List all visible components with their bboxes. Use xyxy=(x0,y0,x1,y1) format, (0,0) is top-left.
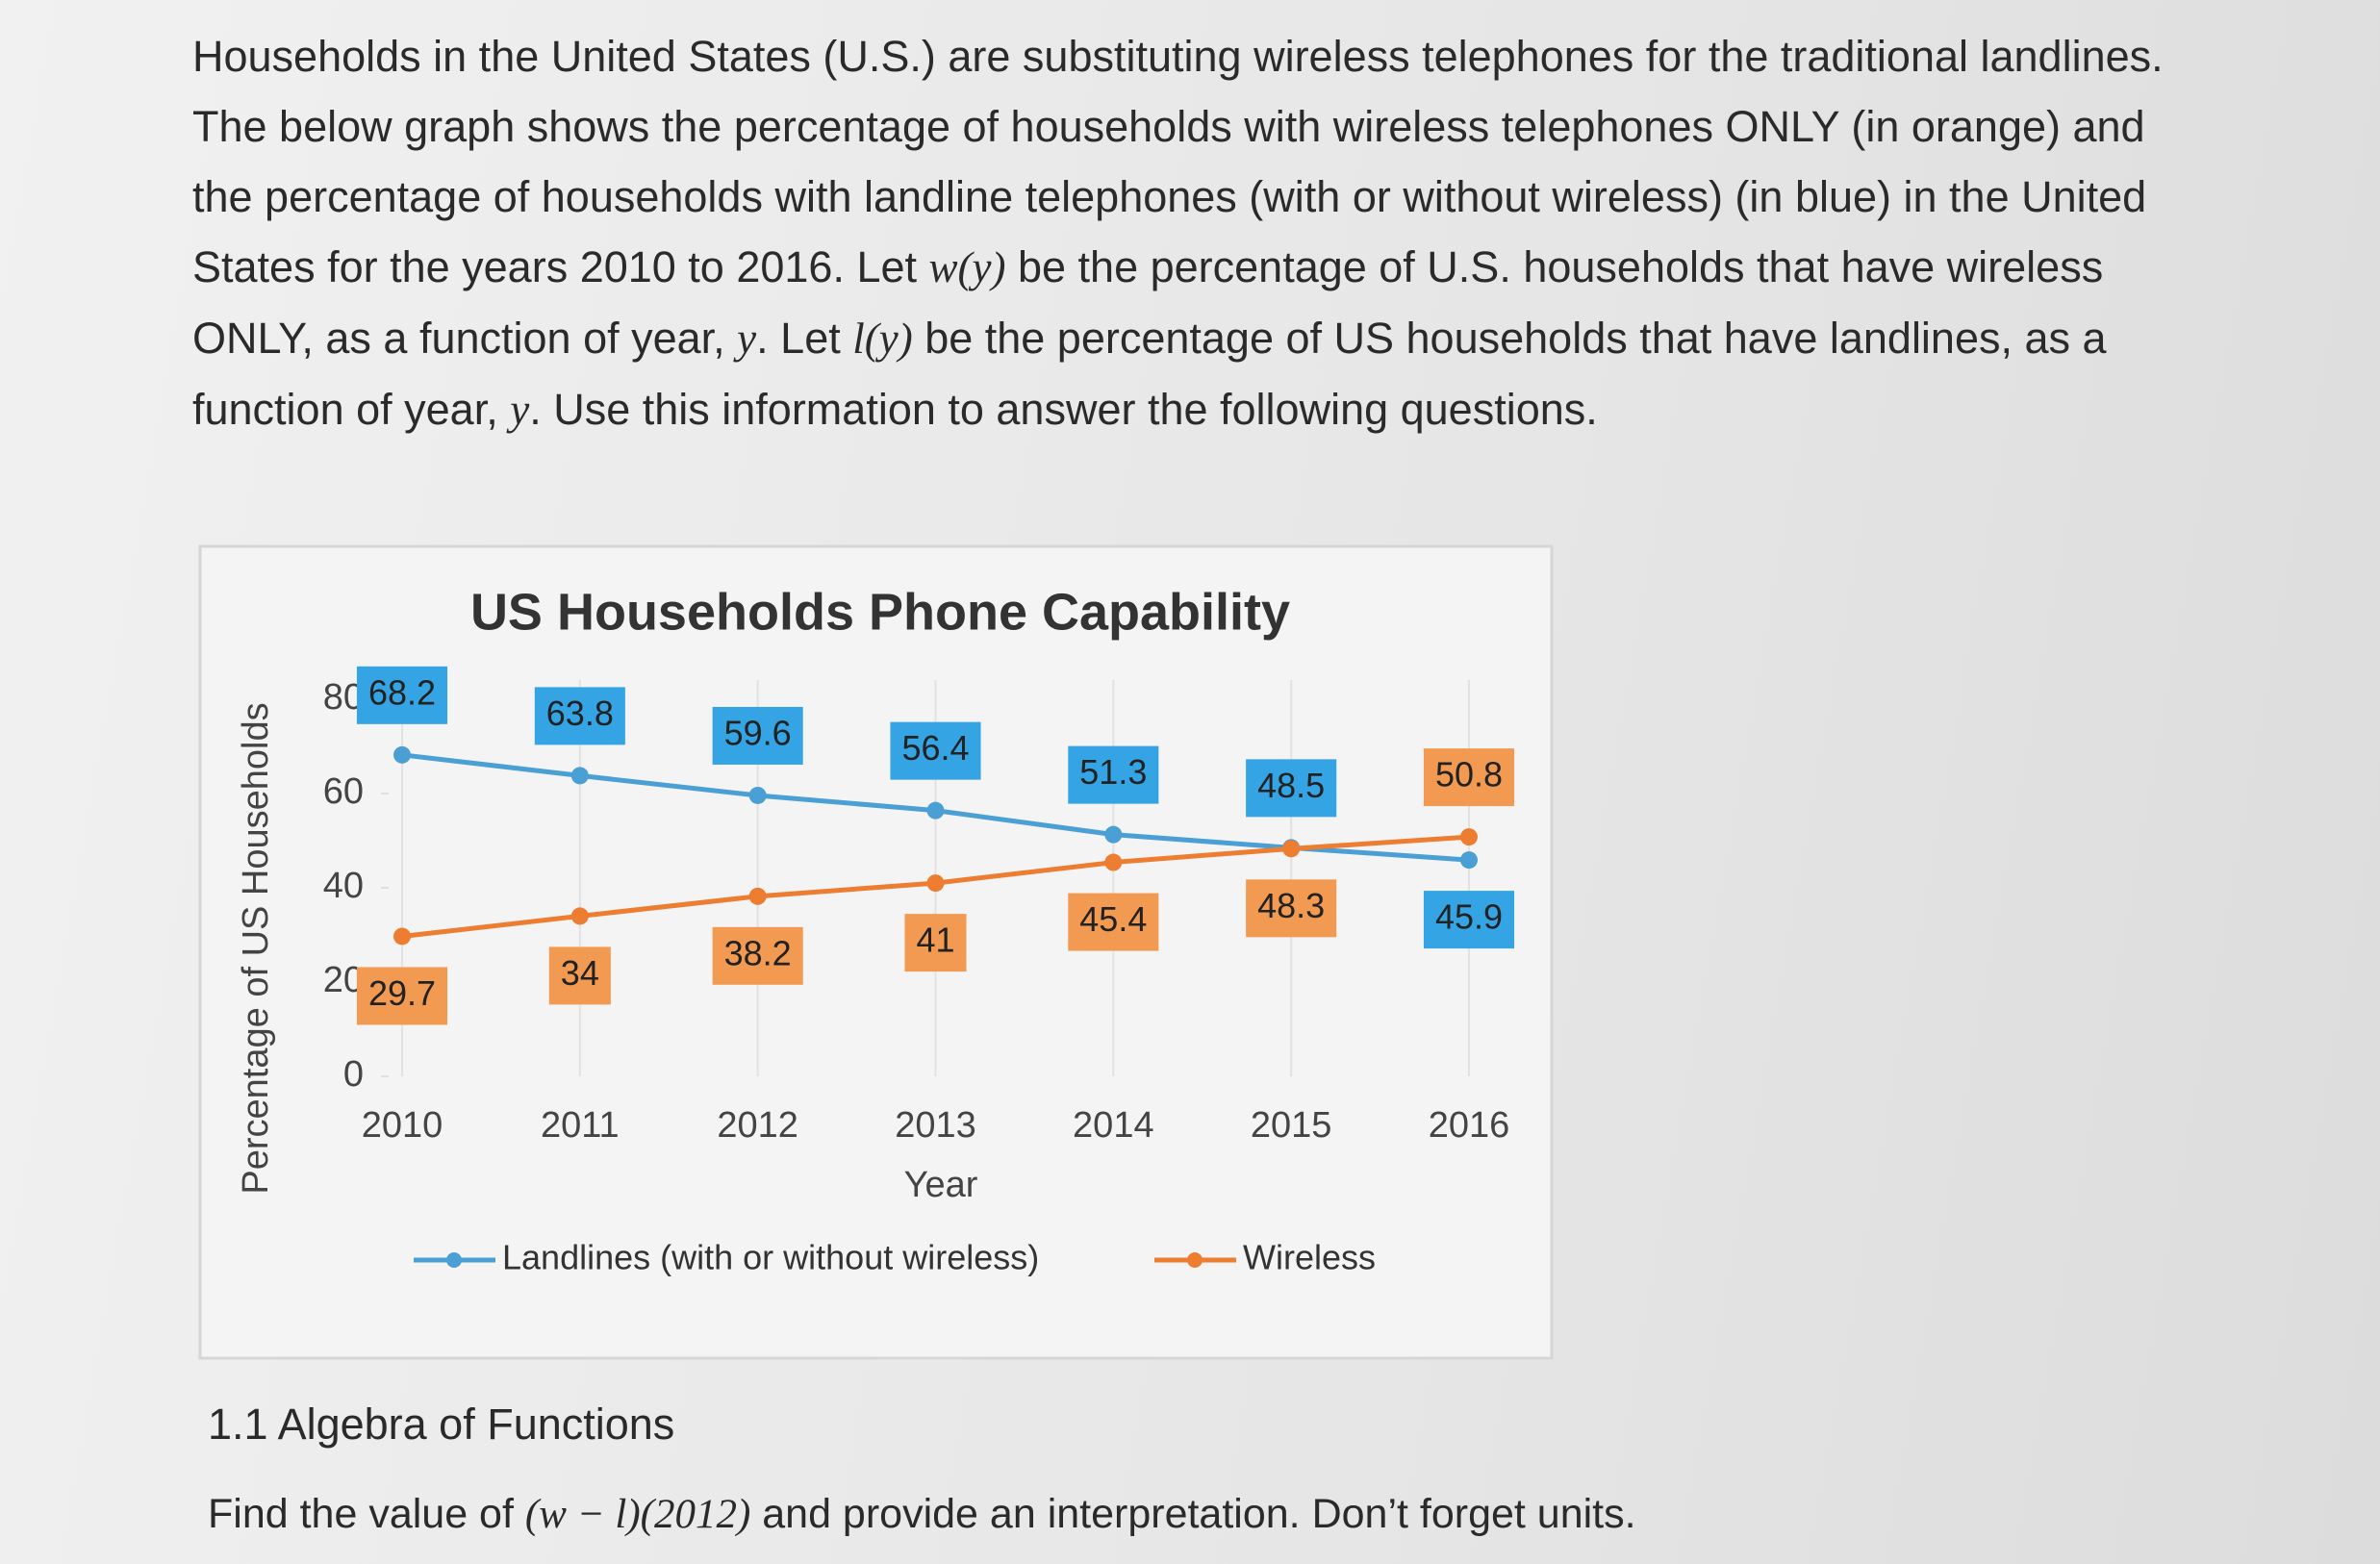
y-tick-label: 60 xyxy=(323,771,364,812)
data-label: 59.6 xyxy=(724,713,792,752)
text: be the percentage of U.S. households tha… xyxy=(192,242,2104,363)
x-tick-label: 2010 xyxy=(362,1105,443,1146)
data-point xyxy=(570,767,589,785)
y-tick-label: 0 xyxy=(343,1054,364,1095)
x-tick-label: 2015 xyxy=(1251,1105,1332,1146)
x-axis-label: Year xyxy=(904,1165,978,1205)
y-axis-label: Percentage of US Households xyxy=(236,702,276,1194)
data-label: 56.4 xyxy=(901,728,969,768)
data-label-bg xyxy=(890,721,981,780)
data-label-bg xyxy=(356,666,448,724)
legend-label: Wireless xyxy=(1243,1238,1376,1277)
data-point xyxy=(1104,853,1123,871)
x-tick-label: 2013 xyxy=(895,1105,976,1146)
data-label: 38.2 xyxy=(724,933,792,972)
intro-paragraph: Households in the United States (U.S.) a… xyxy=(192,21,2174,445)
chart-title: US Households Phone Capability xyxy=(470,583,1290,641)
x-tick-label: 2012 xyxy=(717,1105,798,1146)
data-label: 48.3 xyxy=(1257,886,1325,925)
math: w(y) xyxy=(928,243,1006,291)
data-point xyxy=(1460,828,1478,846)
data-label-bg xyxy=(904,914,967,972)
data-point xyxy=(748,887,767,905)
data-label-bg xyxy=(534,687,625,745)
data-point xyxy=(1104,825,1123,844)
data-point xyxy=(926,874,945,893)
data-point xyxy=(393,745,411,764)
x-tick-label: 2014 xyxy=(1073,1105,1154,1146)
data-label: 51.3 xyxy=(1079,752,1147,792)
data-label-bg xyxy=(1246,879,1337,938)
data-label-bg xyxy=(1068,893,1159,951)
text: Households in the United States (U.S.) a… xyxy=(192,32,2164,291)
x-tick-label: 2016 xyxy=(1429,1105,1510,1146)
data-label-bg xyxy=(712,926,803,985)
data-point xyxy=(1282,840,1301,858)
legend-marker xyxy=(1187,1252,1203,1268)
data-point xyxy=(926,801,945,820)
math: (w − l)(2012) xyxy=(524,1492,751,1537)
data-point xyxy=(570,907,589,925)
y-tick-label: 40 xyxy=(323,866,364,906)
data-label: 63.8 xyxy=(546,694,614,733)
y-tick-label: 20 xyxy=(323,960,364,1000)
section-heading: 1.1 Algebra of Functions xyxy=(208,1400,675,1449)
data-label: 45.9 xyxy=(1435,897,1503,937)
text: . Let xyxy=(756,314,853,363)
data-label: 48.5 xyxy=(1257,766,1325,805)
data-point xyxy=(393,927,411,946)
math: l(y) xyxy=(852,315,913,363)
math: y xyxy=(510,386,530,434)
data-label-bg xyxy=(1068,745,1159,804)
data-label-bg xyxy=(1423,748,1515,807)
legend-marker xyxy=(446,1252,462,1268)
data-label-bg xyxy=(712,706,803,765)
question: Find the value of (w − l)(2012) and prov… xyxy=(208,1491,1636,1538)
data-label-bg xyxy=(1246,759,1337,818)
y-tick-label: 80 xyxy=(323,677,364,718)
data-label: 68.2 xyxy=(368,672,436,712)
data-label-bg xyxy=(356,967,448,1025)
x-tick-label: 2011 xyxy=(541,1105,620,1146)
data-label-bg xyxy=(548,946,611,1005)
data-point xyxy=(748,786,767,804)
text: Find the value of xyxy=(208,1491,525,1537)
text: and provide an interpretation. Don’t for… xyxy=(750,1491,1636,1537)
data-label: 34 xyxy=(561,953,599,993)
math: y xyxy=(737,315,757,363)
text: . Use this information to answer the fol… xyxy=(529,385,1598,434)
data-label: 41 xyxy=(916,921,954,960)
data-label-bg xyxy=(1423,891,1515,949)
data-label: 45.4 xyxy=(1079,899,1147,939)
data-label: 29.7 xyxy=(368,973,436,1013)
data-label: 50.8 xyxy=(1435,755,1503,795)
data-point xyxy=(1460,851,1478,870)
text: be the percentage of US households that … xyxy=(192,314,2107,434)
legend-label: Landlines (with or without wireless) xyxy=(502,1238,1039,1277)
